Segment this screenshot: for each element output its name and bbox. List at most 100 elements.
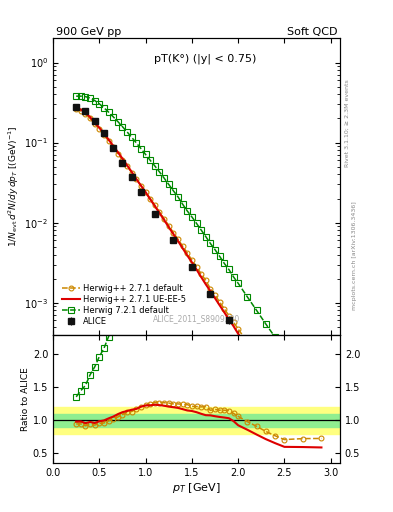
- Herwig 7.2.1 default: [120, 123, 125, 130]
- Herwig++ 2.7.1 UE-EE-5: [79, 106, 83, 113]
- Herwig++ 2.7.1 UE-EE-5: [83, 110, 88, 116]
- Herwig++ 2.7.1 default: [254, 352, 259, 358]
- Herwig 7.2.1 default: [189, 214, 194, 220]
- Herwig++ 2.7.1 UE-EE-5: [139, 183, 143, 189]
- Herwig 7.2.1 default: [282, 348, 287, 354]
- Herwig++ 2.7.1 default: [189, 257, 194, 263]
- Herwig 7.2.1 default: [171, 188, 176, 194]
- Herwig++ 2.7.1 default: [231, 319, 236, 325]
- Herwig 7.2.1 default: [79, 93, 83, 99]
- Herwig++ 2.7.1 default: [180, 243, 185, 249]
- Herwig++ 2.7.1 UE-EE-5: [125, 162, 129, 168]
- Herwig++ 2.7.1 UE-EE-5: [148, 196, 152, 202]
- Herwig++ 2.7.1 UE-EE-5: [157, 210, 162, 216]
- Herwig 7.2.1 default: [180, 201, 185, 207]
- Herwig++ 2.7.1 UE-EE-5: [162, 217, 167, 223]
- Herwig++ 2.7.1 UE-EE-5: [106, 137, 111, 143]
- Herwig 7.2.1 default: [106, 109, 111, 115]
- Herwig++ 2.7.1 default: [106, 138, 111, 144]
- Herwig 7.2.1 default: [125, 129, 129, 135]
- Herwig++ 2.7.1 UE-EE-5: [171, 231, 176, 237]
- Herwig++ 2.7.1 UE-EE-5: [226, 316, 231, 323]
- Herwig++ 2.7.1 UE-EE-5: [97, 125, 102, 131]
- Herwig++ 2.7.1 default: [264, 366, 268, 372]
- Herwig 7.2.1 default: [143, 152, 148, 158]
- Herwig++ 2.7.1 UE-EE-5: [176, 238, 180, 244]
- Herwig 7.2.1 default: [74, 93, 79, 99]
- Herwig 7.2.1 default: [185, 208, 189, 214]
- Herwig++ 2.7.1 default: [166, 223, 171, 229]
- Herwig++ 2.7.1 UE-EE-5: [264, 371, 268, 377]
- Herwig 7.2.1 default: [231, 274, 236, 280]
- Herwig++ 2.7.1 UE-EE-5: [152, 203, 157, 209]
- Herwig++ 2.7.1 default: [171, 229, 176, 236]
- Herwig++ 2.7.1 UE-EE-5: [102, 131, 107, 137]
- Herwig++ 2.7.1 default: [162, 216, 167, 222]
- Herwig 7.2.1 default: [102, 105, 107, 111]
- Herwig++ 2.7.1 default: [97, 126, 102, 132]
- Herwig++ 2.7.1 default: [79, 108, 83, 114]
- Herwig++ 2.7.1 UE-EE-5: [222, 309, 227, 315]
- Herwig++ 2.7.1 UE-EE-5: [120, 156, 125, 162]
- Line: Herwig 7.2.1 default: Herwig 7.2.1 default: [73, 93, 325, 406]
- Herwig 7.2.1 default: [116, 118, 120, 124]
- Herwig++ 2.7.1 UE-EE-5: [143, 189, 148, 195]
- Herwig++ 2.7.1 default: [134, 176, 139, 182]
- Herwig 7.2.1 default: [301, 373, 305, 379]
- Herwig 7.2.1 default: [111, 114, 116, 120]
- Herwig++ 2.7.1 UE-EE-5: [236, 331, 241, 337]
- Y-axis label: Ratio to ALICE: Ratio to ALICE: [21, 367, 30, 431]
- Herwig++ 2.7.1 default: [217, 299, 222, 305]
- Herwig++ 2.7.1 default: [185, 250, 189, 256]
- Herwig 7.2.1 default: [199, 227, 204, 233]
- Herwig++ 2.7.1 UE-EE-5: [254, 357, 259, 364]
- Text: mcplots.cern.ch [arXiv:1306.3436]: mcplots.cern.ch [arXiv:1306.3436]: [352, 202, 357, 310]
- Text: 900 GeV pp: 900 GeV pp: [56, 27, 121, 37]
- Herwig 7.2.1 default: [208, 240, 213, 246]
- Herwig++ 2.7.1 default: [176, 236, 180, 242]
- Legend: Herwig++ 2.7.1 default, Herwig++ 2.7.1 UE-EE-5, Herwig 7.2.1 default, ALICE: Herwig++ 2.7.1 default, Herwig++ 2.7.1 U…: [60, 282, 188, 328]
- Herwig 7.2.1 default: [148, 157, 152, 163]
- Herwig 7.2.1 default: [88, 95, 92, 101]
- Herwig 7.2.1 default: [236, 280, 241, 286]
- Herwig++ 2.7.1 UE-EE-5: [231, 323, 236, 329]
- Herwig++ 2.7.1 default: [273, 379, 277, 385]
- Herwig++ 2.7.1 UE-EE-5: [74, 104, 79, 111]
- Herwig++ 2.7.1 default: [204, 278, 208, 284]
- Herwig 7.2.1 default: [204, 233, 208, 240]
- Herwig 7.2.1 default: [97, 101, 102, 107]
- Herwig++ 2.7.1 default: [129, 169, 134, 176]
- Herwig 7.2.1 default: [139, 145, 143, 152]
- Herwig++ 2.7.1 UE-EE-5: [245, 344, 250, 350]
- Line: Herwig++ 2.7.1 default: Herwig++ 2.7.1 default: [74, 106, 324, 449]
- Herwig 7.2.1 default: [222, 260, 227, 266]
- Herwig++ 2.7.1 UE-EE-5: [92, 119, 97, 125]
- Herwig++ 2.7.1 default: [111, 144, 116, 150]
- Herwig++ 2.7.1 default: [143, 189, 148, 195]
- Y-axis label: $1/N_\mathrm{evt}\,d^2N/dy\,dp_T\;[(\mathrm{GeV})^{-1}]$: $1/N_\mathrm{evt}\,d^2N/dy\,dp_T\;[(\mat…: [7, 125, 22, 247]
- Herwig++ 2.7.1 default: [222, 306, 227, 312]
- Herwig 7.2.1 default: [83, 94, 88, 100]
- Herwig++ 2.7.1 UE-EE-5: [134, 176, 139, 182]
- Herwig 7.2.1 default: [226, 266, 231, 272]
- Herwig++ 2.7.1 UE-EE-5: [180, 245, 185, 251]
- Herwig++ 2.7.1 UE-EE-5: [301, 424, 305, 430]
- Herwig++ 2.7.1 UE-EE-5: [185, 252, 189, 259]
- Herwig++ 2.7.1 default: [282, 392, 287, 398]
- Text: ALICE_2011_S8909580: ALICE_2011_S8909580: [153, 314, 240, 323]
- Herwig 7.2.1 default: [157, 169, 162, 175]
- Herwig++ 2.7.1 UE-EE-5: [194, 266, 199, 272]
- Herwig 7.2.1 default: [273, 334, 277, 340]
- Herwig++ 2.7.1 default: [245, 339, 250, 346]
- Herwig++ 2.7.1 UE-EE-5: [189, 259, 194, 265]
- Herwig++ 2.7.1 default: [152, 202, 157, 208]
- Herwig 7.2.1 default: [194, 220, 199, 226]
- Text: Rivet 3.1.10; ≥ 2.3M events: Rivet 3.1.10; ≥ 2.3M events: [345, 79, 350, 167]
- Herwig++ 2.7.1 default: [88, 115, 92, 121]
- Herwig++ 2.7.1 default: [199, 271, 204, 277]
- Herwig 7.2.1 default: [166, 181, 171, 187]
- Herwig++ 2.7.1 UE-EE-5: [116, 149, 120, 155]
- Text: pT(K°) (|y| < 0.75): pT(K°) (|y| < 0.75): [154, 53, 256, 63]
- Herwig++ 2.7.1 default: [319, 443, 324, 450]
- Herwig++ 2.7.1 default: [157, 209, 162, 215]
